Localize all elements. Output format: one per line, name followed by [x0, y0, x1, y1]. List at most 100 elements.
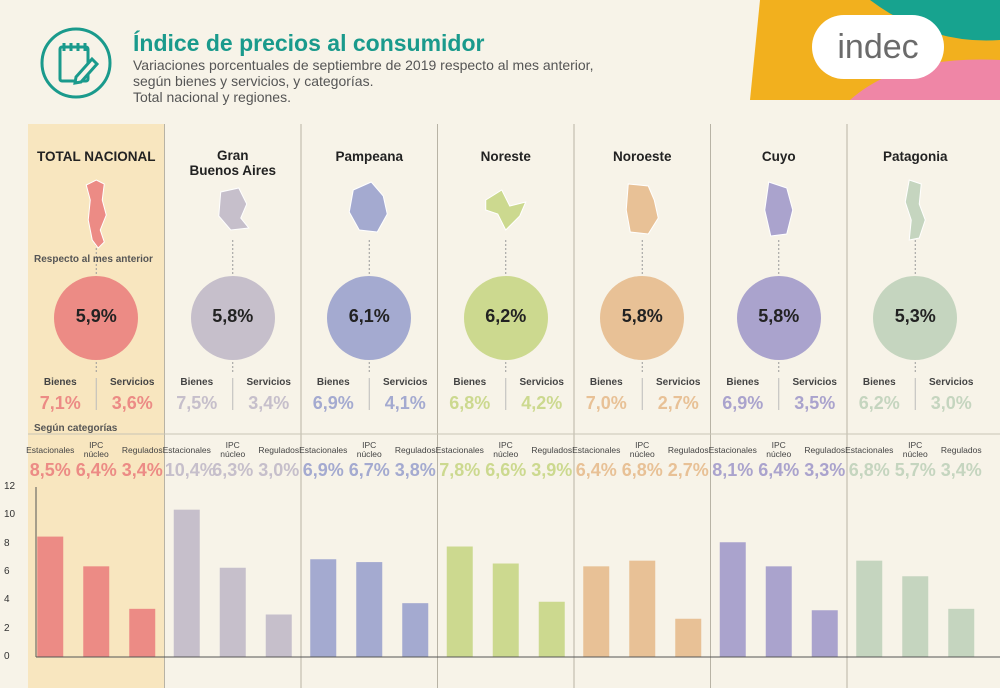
region-name-line: Gran	[216, 148, 249, 163]
estacionales-value: 8,1%	[712, 460, 754, 480]
mes-anterior-value: 5,3%	[894, 306, 936, 326]
bar-pampeana-estacionales	[310, 559, 337, 657]
ipc-nucleo-label-line: IPC	[771, 440, 786, 450]
regulados-value: 3,4%	[121, 460, 163, 480]
y-tick-label: 10	[4, 509, 16, 521]
region-maps	[85, 179, 926, 249]
patagonia-map-icon	[904, 179, 926, 241]
page-title: Índice de precios al consumidor	[133, 30, 485, 56]
ipc-nucleo-label-line: núcleo	[220, 449, 246, 459]
bienes-value: 6,2%	[858, 393, 900, 413]
ipc-nucleo-label: IPC núcleo	[895, 441, 935, 459]
bienes-value: 7,1%	[39, 393, 81, 413]
bar-cuyo-estacionales	[719, 542, 746, 657]
mes-anterior-circle	[327, 276, 412, 360]
noroeste-map-icon	[625, 183, 659, 235]
bienes-label: Bienes	[453, 377, 487, 388]
bienes-label: Bienes	[180, 377, 214, 388]
region-name-line: Pampeana	[335, 149, 404, 164]
pampeana-map-icon	[348, 181, 388, 233]
ipc-nucleo-label-line: IPC	[498, 440, 513, 450]
respecto-label: Respecto al mes anterior	[34, 254, 153, 265]
cuyo-map-icon	[764, 181, 794, 237]
regulados-value: 3,8%	[394, 460, 436, 480]
servicios-value: 3,4%	[248, 393, 290, 413]
bar-patagonia-estacionales	[856, 560, 883, 657]
mes-anterior-circle	[873, 276, 958, 360]
ipc-nucleo-label: IPC núcleo	[759, 441, 799, 459]
bar-total-nacional-ipc-nucleo	[83, 566, 110, 657]
gba-map-icon	[218, 187, 250, 231]
y-tick-label: 4	[4, 594, 10, 606]
header-icon	[40, 27, 112, 99]
region-name-patagonia: Patagonia	[849, 149, 981, 164]
servicios-label: Servicios	[383, 377, 428, 388]
estacionales-value: 7,8%	[439, 460, 481, 480]
argentina-map-icon	[85, 179, 107, 249]
bar-noreste-ipc-nucleo	[492, 563, 519, 657]
ipc-nucleo-value: 6,3%	[212, 460, 254, 480]
region-name-line: Noroeste	[612, 149, 672, 164]
estacionales-value: 6,9%	[302, 460, 344, 480]
estacionales-value: 8,5%	[29, 460, 71, 480]
bienes-value: 6,9%	[312, 393, 354, 413]
ipc-nucleo-label-line: núcleo	[902, 449, 928, 459]
region-name-noreste: Noreste	[440, 149, 572, 164]
subtitle-line: según bienes y servicios, y categorías.	[133, 73, 374, 89]
servicios-value: 3,6%	[111, 393, 153, 413]
ipc-nucleo-label: IPC núcleo	[213, 441, 253, 459]
servicios-value: 4,1%	[384, 393, 426, 413]
mes-anterior-circle	[600, 276, 685, 360]
servicios-value: 3,0%	[930, 393, 972, 413]
column-dividers	[164, 124, 848, 688]
mes-anterior-circle	[736, 276, 821, 360]
region-name-line: Cuyo	[761, 149, 796, 164]
bar-patagonia-ipc-nucleo	[902, 576, 929, 657]
servicios-label: Servicios	[110, 377, 155, 388]
bar-total-nacional-estacionales	[37, 536, 64, 657]
ipc-nucleo-label-line: IPC	[89, 440, 104, 450]
checklist-pencil-icon	[40, 27, 112, 99]
bar-noroeste-ipc-nucleo	[629, 560, 656, 657]
y-tick-label: 6	[4, 566, 10, 577]
region-name-line: Buenos Aires	[189, 163, 277, 178]
ipc-nucleo-label-line: núcleo	[493, 449, 519, 459]
estacionales-label: Estacionales	[845, 445, 894, 455]
ipc-nucleo-value: 6,8%	[621, 460, 663, 480]
regulados-label: Regulados	[940, 445, 982, 455]
bar-gran-buenos-aires-ipc-nucleo	[219, 567, 246, 657]
bienes-label: Bienes	[316, 377, 350, 388]
argentina-map-icon	[85, 179, 107, 249]
ipc-nucleo-value: 6,4%	[758, 460, 800, 480]
region-name-line: Noreste	[480, 149, 531, 164]
ipc-nucleo-label: IPC núcleo	[76, 441, 116, 459]
bar-patagonia-regulados	[948, 608, 975, 657]
bar-pampeana-regulados	[402, 603, 429, 657]
noreste-map-icon	[485, 189, 527, 231]
regulados-value: 3,0%	[258, 460, 300, 480]
region-name-line: Patagonia	[882, 149, 948, 164]
regulados-value: 3,3%	[804, 460, 846, 480]
region-name-pampeana: Pampeana	[303, 149, 435, 164]
subtitle-line: Total nacional y regiones.	[133, 89, 291, 105]
bienes-value: 6,9%	[722, 393, 764, 413]
mes-anterior-circle	[463, 276, 548, 360]
mes-anterior-value: 5,9%	[75, 306, 117, 326]
ipc-nucleo-label-line: IPC	[635, 440, 650, 450]
estacionales-value: 6,8%	[848, 460, 890, 480]
estacionales-label: Estacionales	[708, 445, 757, 455]
bienes-label: Bienes	[726, 377, 760, 388]
estacionales-label: Estacionales	[435, 445, 484, 455]
mes-anterior-circle	[54, 276, 139, 360]
ipc-nucleo-value: 6,4%	[75, 460, 117, 480]
ipc-nucleo-label-line: IPC	[908, 440, 923, 450]
regulados-value: 3,4%	[940, 460, 982, 480]
ipc-nucleo-value: 5,7%	[894, 460, 936, 480]
bienes-value: 7,5%	[176, 393, 218, 413]
ipc-nucleo-label-line: IPC	[225, 440, 240, 450]
regulados-label: Regulados	[531, 445, 573, 455]
region-name-noroeste: Noroeste	[576, 149, 708, 164]
y-tick-label: 0	[4, 651, 10, 662]
estacionales-label: Estacionales	[299, 445, 348, 455]
